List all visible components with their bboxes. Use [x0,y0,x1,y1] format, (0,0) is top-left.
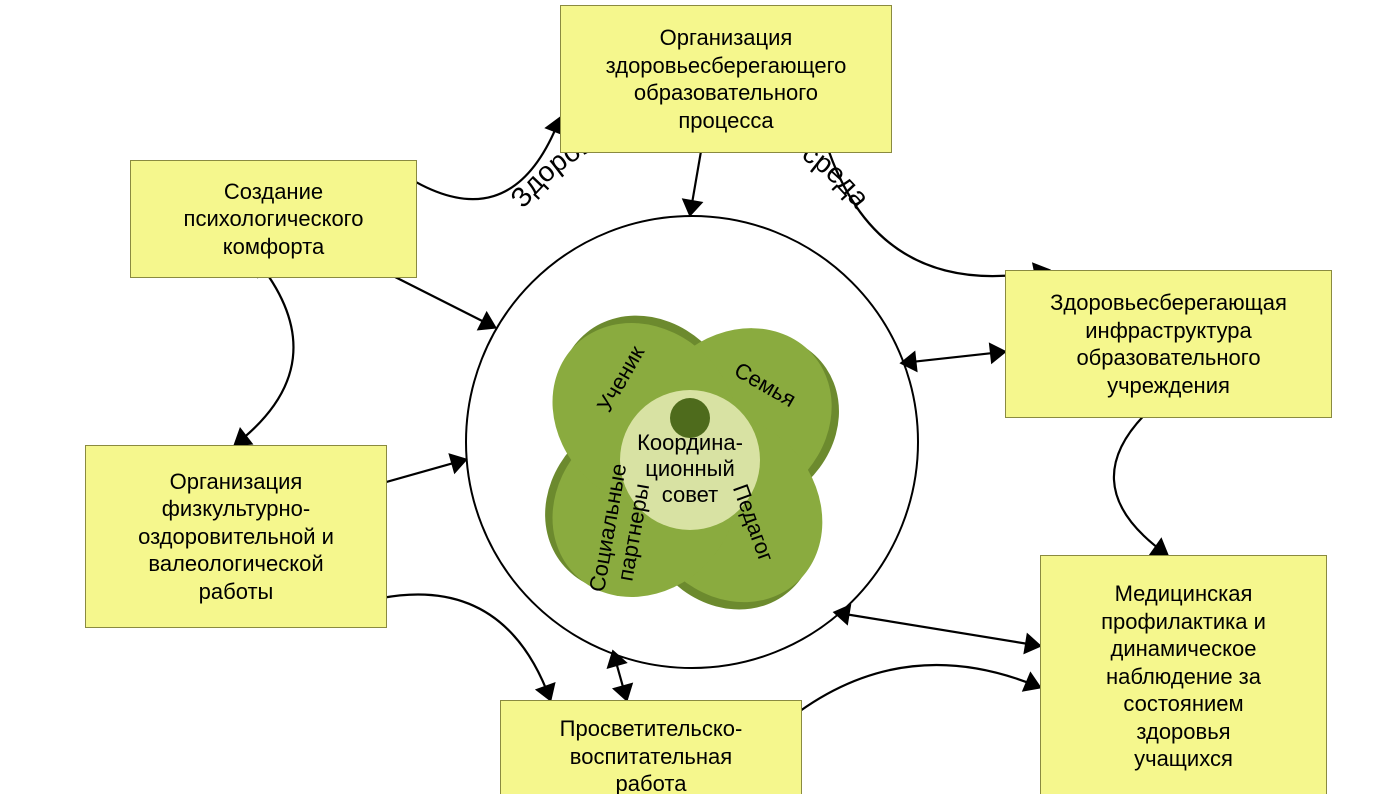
box-left: Организация физкультурно- оздоровительно… [85,445,387,628]
box-top: Организация здоровьесберегающего образов… [560,5,892,153]
diagram-stage: { "layout": { "width": 1379, "height": 7… [0,0,1379,794]
box-topleft: Создание психологического комфорта [130,160,417,278]
center-label: Координа- ционный совет [610,430,770,508]
box-bottom: Просветительско- воспитательная работа [500,700,802,794]
box-right1: Здоровьесберегающая инфраструктура образ… [1005,270,1332,418]
box-right2: Медицинская профилактика и динамическое … [1040,555,1327,794]
